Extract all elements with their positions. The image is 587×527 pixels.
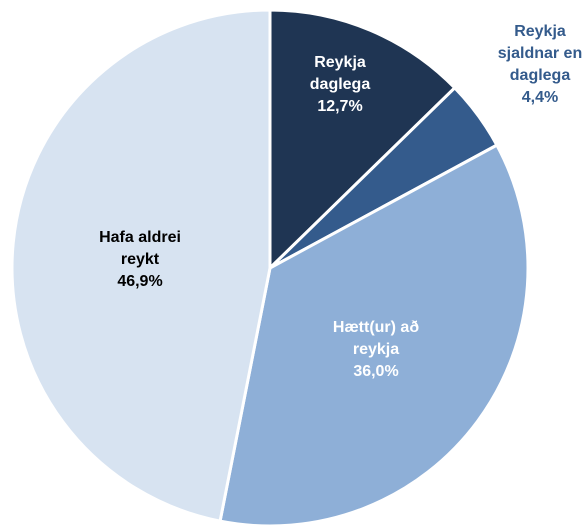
pie-slice: [218, 143, 530, 527]
value-label: 36,0%: [353, 363, 399, 380]
category-label: Reykja sjaldnar en daglega: [497, 23, 583, 84]
value-label: 46,9%: [117, 273, 163, 290]
pie-slice: [10, 8, 272, 523]
category-label: Hafa aldrei reykt: [99, 229, 181, 268]
pie-slice: [268, 8, 457, 270]
value-label: 12,7%: [317, 98, 363, 115]
value-label: 4,4%: [521, 89, 559, 106]
category-label: Hætt(ur) að reykja: [332, 319, 420, 358]
slice-label: Hætt(ur) að reykja 36,0%: [316, 317, 436, 383]
category-label: Reykja daglega: [309, 54, 371, 93]
slice-label: Hafa aldrei reykt 46,9%: [80, 227, 200, 293]
slice-label: Reykja daglega 12,7%: [300, 52, 380, 118]
slice-label: Reykja sjaldnar en daglega 4,4%: [490, 21, 587, 109]
